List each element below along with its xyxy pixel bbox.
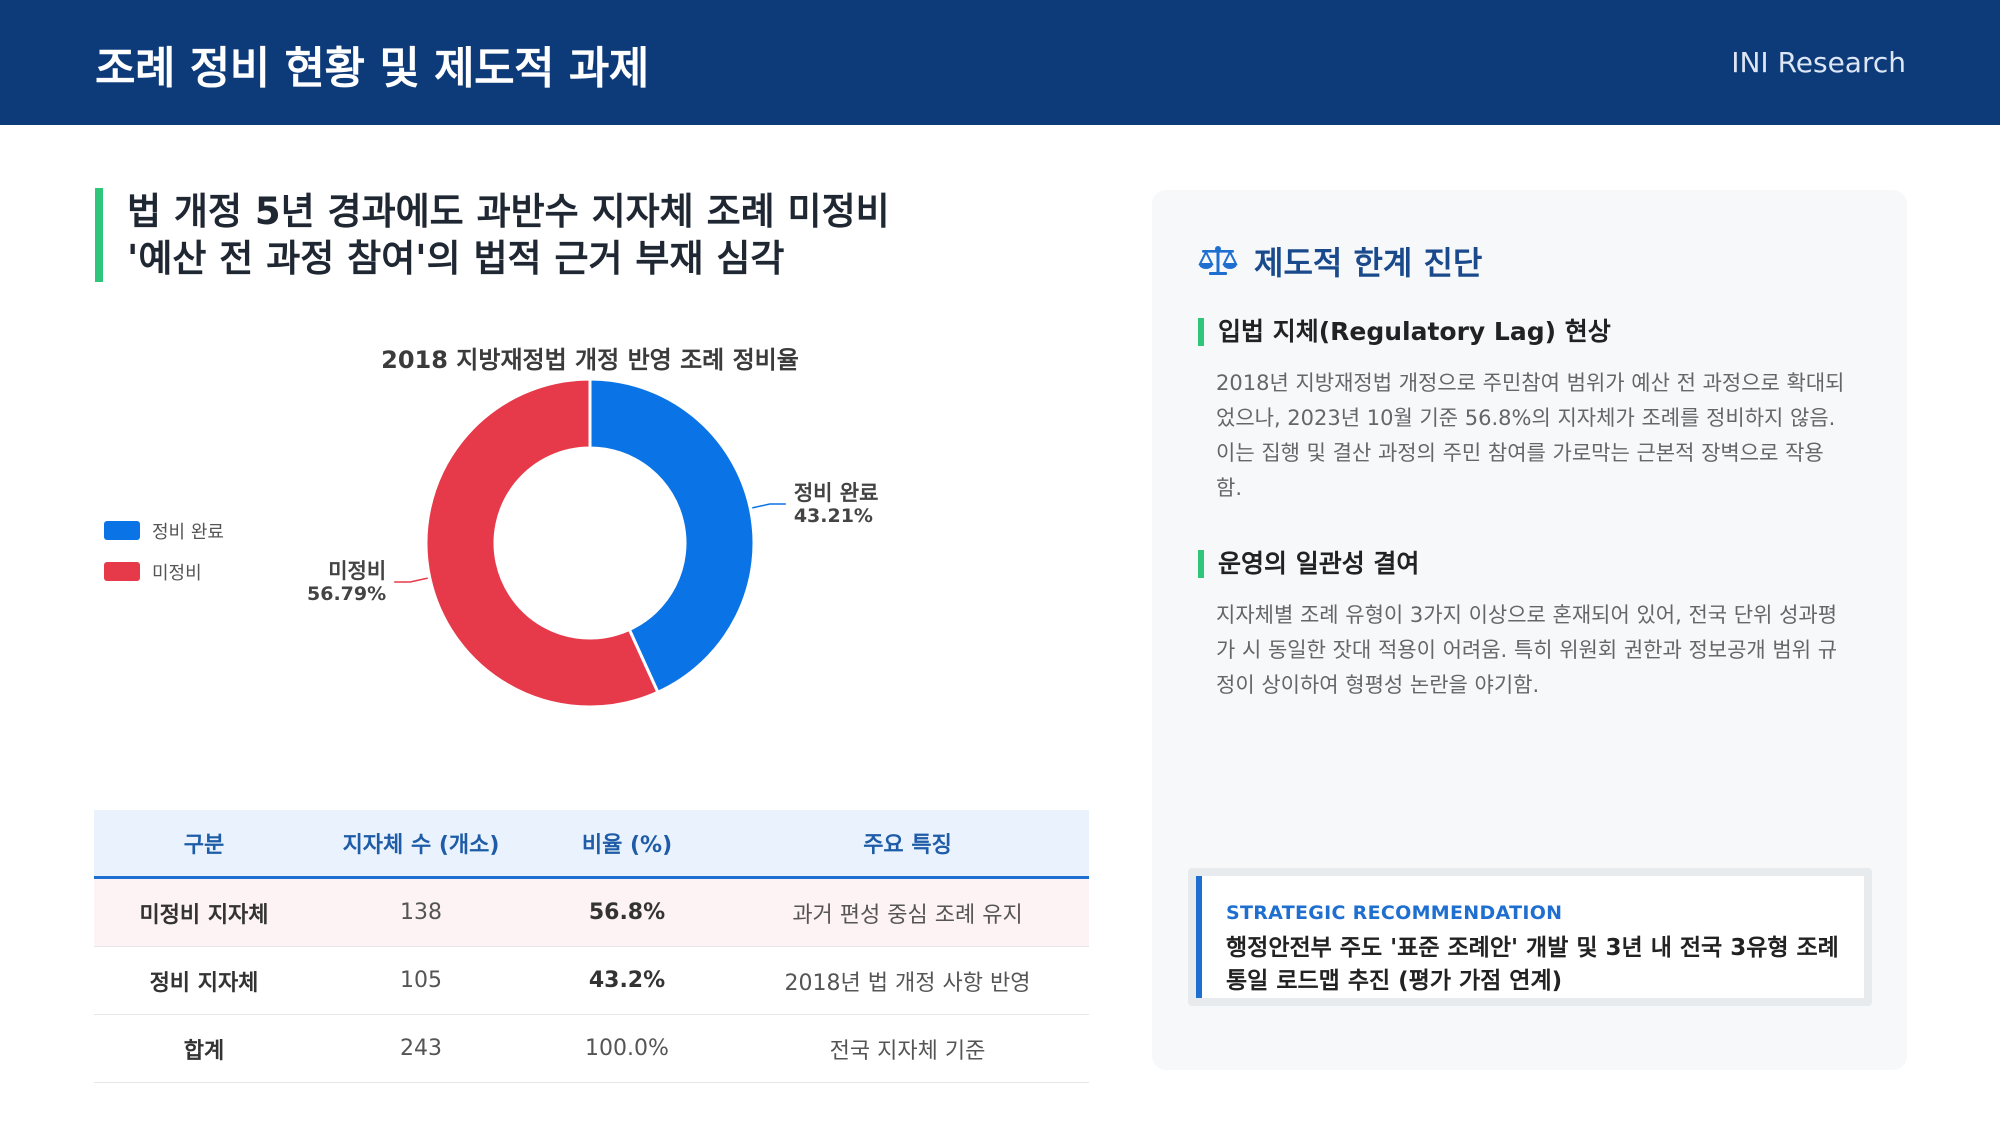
brand-label: INI Research	[1731, 46, 1906, 79]
legend-swatch-not-done	[104, 562, 140, 581]
slice-value-label: 43.21%	[794, 505, 873, 527]
recommendation-text: 행정안전부 주도 '표준 조례안' 개발 및 3년 내 전국 3유형 조례 통일…	[1226, 932, 1856, 998]
table-row: 합계 243 100.0% 전국 지자체 기준	[94, 1014, 1089, 1083]
table-row: 정비 지자체 105 43.2% 2018년 법 개정 사항 반영	[94, 946, 1089, 1015]
table-row: 미정비 지자체 138 56.8% 과거 편성 중심 조례 유지	[94, 877, 1089, 947]
table-cell: 43.2%	[528, 946, 726, 1015]
table-cell: 56.8%	[528, 877, 726, 947]
section-heading-consistency: 운영의 일관성 결여	[1198, 550, 1419, 578]
table-cell: 정비 지자체	[94, 946, 314, 1015]
slice-done	[588, 377, 756, 695]
headline-line-1: 법 개정 5년 경과에도 과반수 지자체 조례 미정비	[127, 190, 890, 233]
slice-value-label: 56.79%	[307, 583, 386, 605]
table-cell: 전국 지자체 기준	[726, 1014, 1089, 1083]
slice-not-done	[424, 377, 660, 709]
leader-line	[752, 503, 786, 509]
recommendation-line-1: 행정안전부 주도 '표준 조례안' 개발 및 3년 내 전국 3유형 조례	[1226, 935, 1839, 961]
table-cell: 과거 편성 중심 조례 유지	[726, 877, 1089, 947]
body-line: 지자체별 조례 유형이 3가지 이상으로 혼재되어 있어, 전국 단위 성과평	[1216, 603, 1838, 627]
section-body-consistency: 지자체별 조례 유형이 3가지 이상으로 혼재되어 있어, 전국 단위 성과평 …	[1216, 598, 1861, 703]
recommendation-line-2: 통일 로드맵 추진 (평가 가점 연계)	[1226, 968, 1563, 994]
table-cell: 100.0%	[528, 1014, 726, 1083]
table-cell: 미정비 지자체	[94, 877, 314, 947]
table-header-features: 주요 특징	[726, 810, 1089, 879]
legend-item-done: 정비 완료	[104, 510, 224, 551]
legend-swatch-done	[104, 521, 140, 540]
headline-line-2: '예산 전 과정 참여'의 법적 근거 부재 심각	[127, 237, 785, 280]
legend-item-not-done: 미정비	[104, 551, 224, 592]
section-body-regulatory-lag: 2018년 지방재정법 개정으로 주민참여 범위가 예산 전 과정으로 확대되 …	[1216, 366, 1861, 506]
balance-scale-icon	[1198, 246, 1238, 275]
chart-legend: 정비 완료 미정비	[104, 510, 224, 592]
body-line: 2018년 지방재정법 개정으로 주민참여 범위가 예산 전 과정으로 확대되	[1216, 371, 1845, 395]
data-table: 구분 지자체 수 (개소) 비율 (%) 주요 특징 미정비 지자체 138 5…	[94, 810, 1089, 1083]
recommendation-label: STRATEGIC RECOMMENDATION	[1226, 902, 1563, 924]
body-line: 함.	[1216, 476, 1242, 500]
legend-label-not-done: 미정비	[152, 562, 202, 584]
table-header-row: 구분 지자체 수 (개소) 비율 (%) 주요 특징	[94, 810, 1089, 879]
recommendation-card: STRATEGIC RECOMMENDATION 행정안전부 주도 '표준 조례…	[1196, 876, 1864, 998]
slice-label: 정비 완료	[794, 481, 879, 505]
table-header-ratio: 비율 (%)	[528, 810, 726, 879]
body-line: 이는 집행 및 결산 과정의 주민 참여를 가로막는 근본적 장벽으로 작용	[1216, 441, 1824, 465]
leader-line	[394, 577, 428, 583]
table-header-category: 구분	[94, 810, 314, 879]
table-cell: 138	[314, 877, 528, 947]
panel-title: 제도적 한계 진단	[1198, 238, 1482, 284]
page-title: 조례 정비 현황 및 제도적 과제	[95, 43, 649, 94]
legend-label-done: 정비 완료	[152, 521, 224, 543]
slice-label: 미정비	[328, 559, 386, 583]
panel-title-text: 제도적 한계 진단	[1254, 244, 1483, 282]
body-line: 었으나, 2023년 10월 기준 56.8%의 지자체가 조례를 정비하지 않…	[1216, 406, 1836, 430]
table-cell: 합계	[94, 1014, 314, 1083]
table-header-count: 지자체 수 (개소)	[314, 810, 528, 879]
diagnosis-panel: 제도적 한계 진단 입법 지체(Regulatory Lag) 현상 2018년…	[1152, 190, 1907, 1070]
header-bar: 조례 정비 현황 및 제도적 과제 INI Research	[0, 0, 2000, 125]
body-line: 정이 상이하여 형평성 논란을 야기함.	[1216, 673, 1540, 697]
recommendation-box: STRATEGIC RECOMMENDATION 행정안전부 주도 '표준 조례…	[1188, 868, 1872, 1006]
table-cell: 2018년 법 개정 사항 반영	[726, 946, 1089, 1015]
chart-title: 2018 지방재정법 개정 반영 조례 정비율	[381, 346, 799, 374]
table-cell: 105	[314, 946, 528, 1015]
headline: 법 개정 5년 경과에도 과반수 지자체 조례 미정비 '예산 전 과정 참여'…	[95, 188, 1027, 282]
body-line: 가 시 동일한 잣대 적용이 어려움. 특히 위원회 권한과 정보공개 범위 규	[1216, 638, 1838, 662]
table-cell: 243	[314, 1014, 528, 1083]
section-heading-regulatory-lag: 입법 지체(Regulatory Lag) 현상	[1198, 318, 1611, 346]
